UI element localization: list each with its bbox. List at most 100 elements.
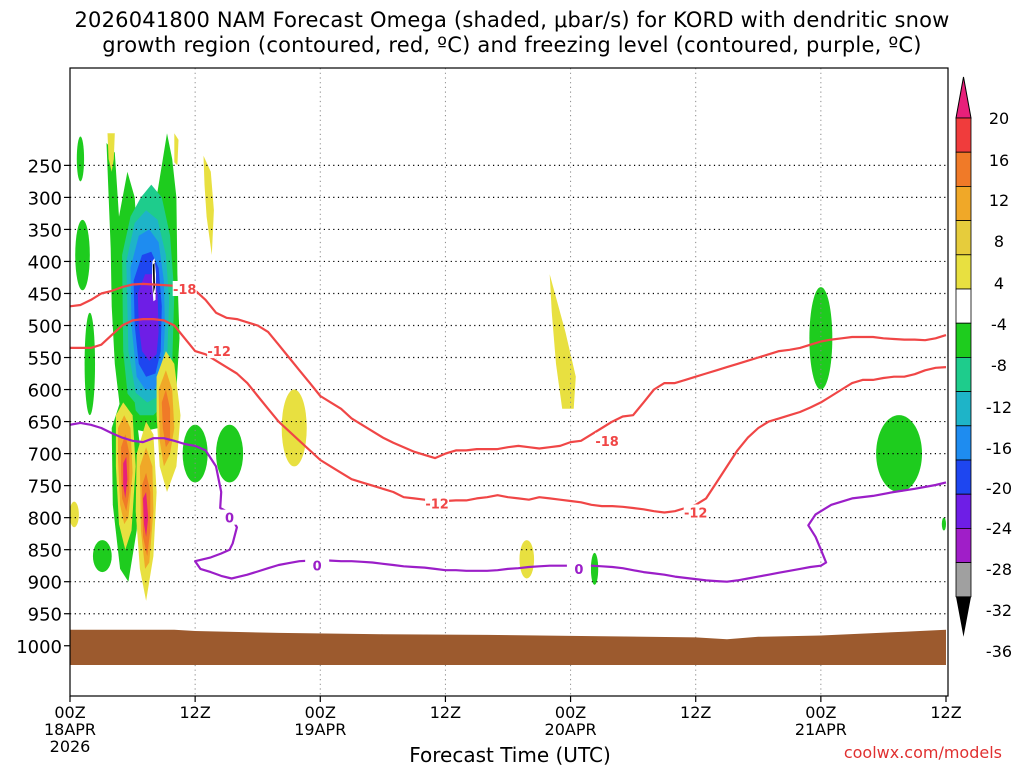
omega-region-black-core [152,262,155,294]
omega-region-yellow-top-1 [107,133,115,172]
contour-label-bg-2 [425,495,450,511]
omega-region-green-streak-2 [75,219,90,291]
y-tick-label-550: 550 [28,349,62,370]
contour-label-bg-1 [207,343,232,359]
contour-line-0 [70,282,947,460]
colorbar-segment-13 [955,562,972,598]
x-tick-label-0-0: 00Z [54,703,85,722]
omega-region-green-streak-3 [84,312,96,416]
colorbar-segment-3 [955,220,972,256]
x-tick-label-36-0: 12Z [430,703,461,722]
omega-region-magenta-low-1 [123,456,128,499]
x-tick-label-72-1: 21APR [795,720,847,739]
omega-region-green-streak-4 [92,540,112,573]
contour-layer [70,282,947,647]
y-tick-label-350: 350 [28,220,62,241]
colorbar-segment-1 [955,151,972,187]
omega-region-green-late-1 [809,287,833,390]
colorbar-label-12: -32 [986,601,1012,620]
contour-label-0: -18 [173,283,197,298]
x-tick-label-84-0: 12Z [930,703,961,722]
colorbar-segment-8 [955,391,972,427]
x-tick-label-0-1: 18APR [44,720,96,739]
colorbar-label-11: -28 [986,560,1012,579]
colorbar-segment-9 [955,425,972,461]
colorbar-label-7: -12 [986,398,1012,417]
colorbar-label-9: -20 [986,479,1012,498]
contour-label-6: 0 [313,560,322,575]
colorbar: 20 16 12 8 4 -4 -8 -12 -16 -20 -24 -28 -32 -36 [955,76,1012,661]
plot-frame [69,67,949,697]
colorbar-segment-5 [955,288,972,324]
omega-region-yellow-small [519,540,535,579]
y-tick-label-1000: 1000 [16,637,62,658]
omega-region-green-late-2 [876,415,923,493]
y-tick-label-850: 850 [28,541,62,562]
colorbar-label-1: 16 [989,151,1009,170]
contour-label-4: -12 [684,507,708,522]
contour-label-bg-4 [683,504,708,520]
x-tick-label-60-0: 12Z [680,703,711,722]
colorbar-segment-11 [955,493,972,529]
contour-label-bg-3 [595,432,620,448]
y-tick-label-800: 800 [28,509,62,530]
y-tick-label-450: 450 [28,284,62,305]
colorbar-segment-0 [955,117,972,153]
colorbar-label-2: 12 [989,191,1009,210]
colorbar-segment-2 [955,185,972,221]
x-tick-label-24-0: 00Z [305,703,336,722]
colorbar-segment-6 [955,322,972,358]
x-axis-title: Forecast Time (UTC) [409,743,611,767]
omega-region-yellow-20apr [549,274,576,409]
colorbar-label-0: 20 [989,109,1009,128]
contour-label-bg-5 [217,509,242,525]
contour-line-1 [70,318,947,514]
contour-label-bg-6 [305,557,330,573]
chart-title-line-2: growth region (contoured, red, ºC) and f… [102,33,922,57]
contour-label-2: -12 [425,498,449,513]
terrain-layer [70,629,946,665]
omega-region-yellow-upper [203,155,214,255]
omega-region-red-low-3 [161,389,171,448]
omega-region-magenta-low-2 [143,492,149,537]
x-tick-label-24-1: 19APR [294,720,346,739]
colorbar-segment-4 [955,254,972,290]
omega-region-green-streak-6 [216,424,244,483]
x-tick-label-48-0: 00Z [555,703,586,722]
colorbar-segment-12 [955,528,972,564]
chart-title-line-1: 2026041800 NAM Forecast Omega (shaded, μ… [74,8,950,32]
x-tick-label-48-1: 20APR [545,720,597,739]
colorbar-label-13: -36 [986,642,1012,661]
y-tick-label-750: 750 [28,477,62,498]
terrain-surface [70,629,946,665]
colorbar-label-6: -8 [991,356,1007,375]
colorbar-label-3: 8 [994,232,1004,251]
y-tick-label-600: 600 [28,381,62,402]
omega-shading-layer [70,133,947,601]
y-tick-label-900: 900 [28,573,62,594]
colorbar-segment-7 [955,356,972,392]
contour-line-2 [70,421,947,583]
omega-region-yellow-mid [281,389,307,467]
x-tick-label-0-2: 2026 [50,737,91,756]
colorbar-label-5: -4 [991,315,1007,334]
omega-region-green-streak-1 [76,136,85,182]
colorbar-top-arrow [955,76,972,119]
contour-label-7: 0 [574,563,583,578]
omega-region-yellow-top-2 [174,133,179,166]
y-tick-label-500: 500 [28,317,62,338]
contour-label-3: -18 [595,435,619,450]
colorbar-label-10: -24 [986,519,1012,538]
pressure-axis: 250 300 350 400 450 500 550 600 650 700 750 800 850 9… [16,156,70,658]
contour-label-layer: -18 -12 -12 -18 -12 0 0 0 [172,280,708,578]
y-tick-label-650: 650 [28,413,62,434]
y-tick-label-250: 250 [28,156,62,177]
omega-region-green-late-3 [590,552,599,585]
y-tick-label-950: 950 [28,605,62,626]
y-tick-label-700: 700 [28,445,62,466]
credit-text: coolwx.com/models [843,743,1002,762]
colorbar-bottom-arrow [956,596,971,637]
omega-region-green-late-4 [941,517,947,531]
